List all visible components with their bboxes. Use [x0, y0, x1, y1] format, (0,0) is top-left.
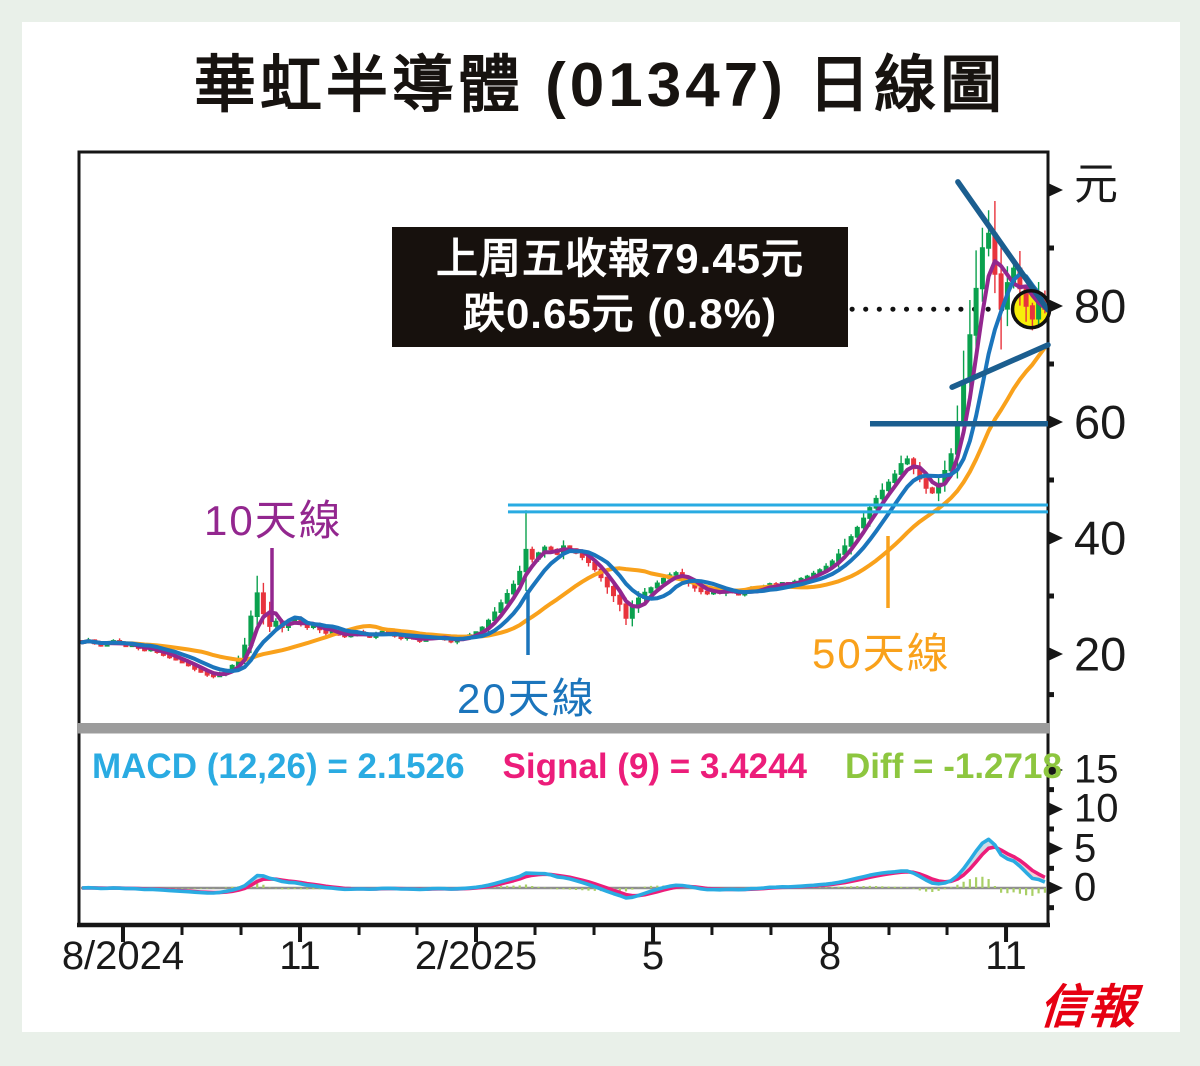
ma50-label: 50天線 [812, 630, 951, 677]
diff-value-label: Diff = -1.2718 [845, 747, 1062, 786]
axis-ticks [120, 183, 1063, 942]
macd-axis-tick-label: 0 [1074, 865, 1097, 910]
ma10-line [80, 259, 1047, 677]
panel-separator [77, 723, 1050, 734]
x-axis-tick-label: 8/2024 [61, 934, 185, 978]
ma10-label: 10天線 [204, 497, 343, 544]
moving-averages [80, 259, 1047, 677]
macd-axis-tick-label: 10 [1074, 786, 1119, 831]
x-axis-tick-label: 8 [818, 934, 842, 978]
macd-axis-tick-label: 5 [1074, 826, 1097, 871]
y-axis-tick-label: 40 [1074, 511, 1127, 565]
annotation-lines [507, 179, 1052, 514]
wedge-lower-trendline [949, 342, 1051, 390]
chart-title: 華虹半導體 (01347) 日線圖 [193, 51, 1007, 120]
x-axis-tick-label: 5 [641, 934, 665, 978]
background-card [22, 22, 1180, 1032]
y-axis-tick-label: 20 [1074, 627, 1127, 681]
annotation-line-1: 上周五收報79.45元 [435, 235, 805, 283]
macd-legend: MACD (12,26) = 2.1526 Signal (9) = 3.424… [92, 747, 1062, 787]
ma20-label: 20天線 [457, 675, 596, 722]
y-axis-tick-label: 60 [1074, 395, 1127, 449]
y-axis-tick-label: 80 [1074, 279, 1127, 333]
annotation-line-2: 跌0.65元 (0.8%) [462, 290, 778, 337]
x-axis-tick-label: 11 [985, 934, 1027, 978]
annotation-callout-box: 上周五收報79.45元 跌0.65元 (0.8%) [392, 227, 848, 347]
newspaper-logo: 信報 [1037, 980, 1140, 1035]
macd-axis-tick-label: 15 [1074, 747, 1119, 792]
macd-panel [82, 837, 1046, 900]
price-axis-unit-label: 元 [1074, 160, 1118, 209]
signal-value-label: Signal (9) = 3.4244 [502, 747, 808, 786]
x-axis-tick-label: 11 [279, 934, 321, 978]
ma20-line [80, 272, 1047, 673]
ma-callout-lines [270, 536, 890, 655]
x-axis-tick-label: 2/2025 [414, 934, 538, 978]
macd-line [82, 837, 1046, 900]
macd-value-label: MACD (12,26) = 2.1526 [92, 747, 465, 786]
wedge-upper-trendline [955, 179, 1051, 313]
